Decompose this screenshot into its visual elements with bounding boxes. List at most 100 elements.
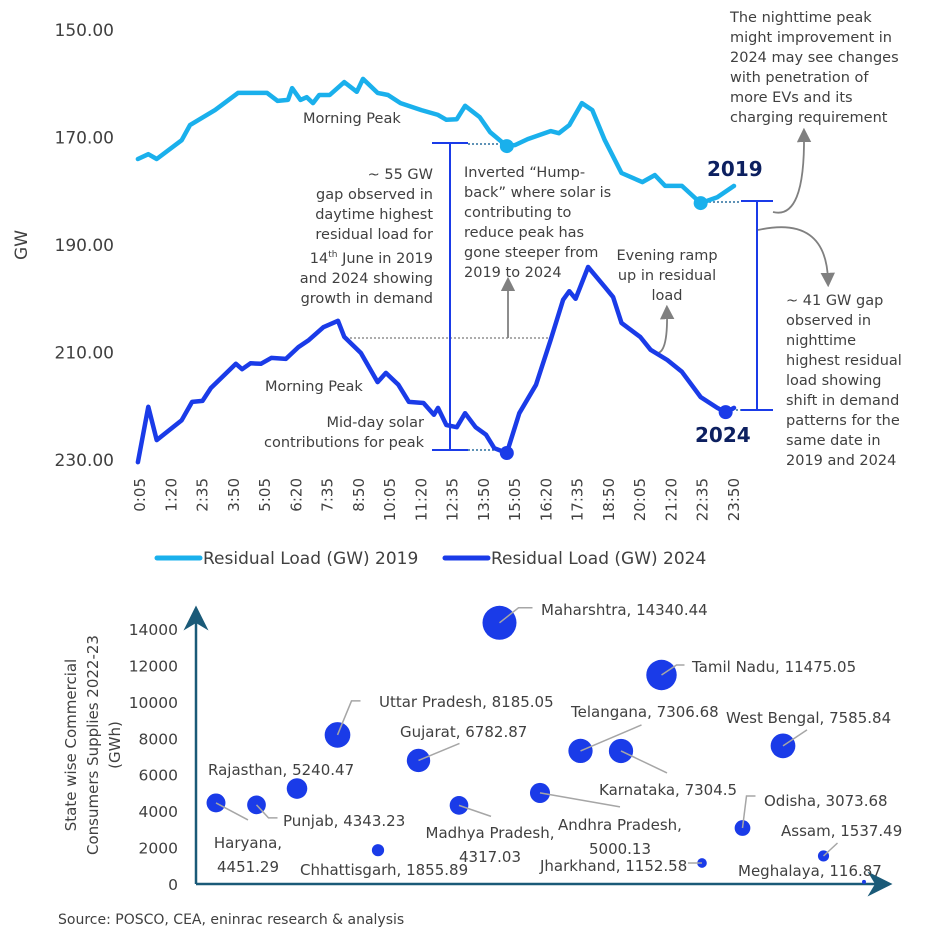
evening-ramp-line: up in residual — [617, 268, 717, 284]
gap-41-note: ~ 41 GW gap observed in nighttime highes… — [786, 291, 902, 471]
x-tick-label: 22:35 — [694, 478, 712, 521]
ev-note-line: with penetration of — [730, 70, 869, 86]
bubble-leader-line — [418, 742, 460, 762]
y-tick-label: 150.00 — [55, 21, 114, 41]
bubble-tamil-nadu — [646, 659, 677, 691]
bubble-leader-line — [741, 795, 756, 829]
x-tick-label: 21:20 — [662, 478, 680, 521]
y-tick-label: 190.00 — [55, 236, 114, 256]
x-tick-label: 16:20 — [537, 478, 555, 521]
humpback-line: back” where solar is — [464, 185, 612, 201]
gap-55-date-rest: June in 2019 — [337, 250, 433, 267]
series-marker — [499, 446, 514, 461]
gap-55-line: daytime highest — [315, 207, 433, 223]
bubble-rajasthan — [286, 778, 308, 799]
x-tick-label: 20:05 — [631, 478, 649, 521]
y-tick-label: 14000 — [129, 621, 178, 639]
bubble-leader-line — [336, 700, 361, 736]
gap-41-line: ~ 41 GW gap — [786, 293, 884, 309]
bubble-label: Karnataka, 7304.5 — [599, 781, 737, 799]
label-2024: 2024 — [695, 423, 751, 447]
bubble-label: 4451.29 — [217, 858, 279, 876]
x-tick-label: 23:50 — [725, 478, 743, 521]
y-tick-label: 170.00 — [55, 129, 114, 149]
evening-ramp-arrow — [654, 304, 675, 354]
y-tick-label: 2000 — [139, 840, 178, 858]
midday-solar-note: Mid-day solar contributions for peak — [264, 413, 424, 453]
bubble-label: Gujarat, 6782.87 — [400, 723, 527, 741]
morning-peak-2019-label: Morning Peak — [303, 111, 401, 127]
series-line-2024 — [135, 264, 737, 465]
bubble-label: Uttar Pradesh, 8185.05 — [379, 693, 554, 711]
gap-55-line: growth in demand — [300, 290, 433, 307]
series-line-2019 — [135, 76, 737, 206]
y-tick-label: 10000 — [129, 694, 178, 712]
humpback-line: Inverted “Hump- — [464, 165, 586, 181]
bubble-label: Haryana, — [214, 834, 282, 852]
gap-55-line: 14th June in 2019 — [300, 245, 433, 269]
bubble-label: Telangana, 7306.68 — [570, 703, 719, 721]
bubble-leader-line — [822, 842, 839, 857]
bubble-label: Chhattisgarh, 1855.89 — [300, 861, 468, 879]
gap-55-line: ~ 55 GW — [367, 167, 433, 183]
y-tick-label: 230.00 — [55, 451, 114, 471]
legend-label: Residual Load (GW) 2019 — [203, 549, 418, 569]
bubble-leader-line — [499, 607, 533, 624]
humpback-note: Inverted “Hump- back” where solar is con… — [464, 163, 611, 283]
y-tick-label: 6000 — [139, 767, 178, 785]
y-axis-label-line: State wise Commercial — [62, 659, 80, 831]
x-tick-label: 5:05 — [256, 478, 274, 512]
evening-ramp-line: load — [651, 288, 683, 304]
series-marker — [693, 196, 708, 211]
gap-55-line: and 2024 showing — [299, 270, 433, 287]
gap-55-date: 14 — [309, 250, 329, 267]
bubble-label: Odisha, 3073.68 — [764, 792, 888, 810]
y-tick-label: 0 — [168, 876, 178, 894]
gap-41-line: highest residual — [786, 353, 902, 369]
morning-peak-2024-label: Morning Peak — [265, 379, 363, 395]
gap-55-note: ~ 55 GW gap observed in daytime highest … — [300, 165, 433, 309]
series-marker — [718, 405, 733, 420]
bubble-leader-line — [620, 750, 668, 774]
humpback-line: reduce peak has — [464, 225, 585, 241]
gap-41-line: shift in demand — [786, 393, 900, 409]
x-tick-label: 17:35 — [569, 478, 587, 521]
y-tick-label: 210.00 — [55, 344, 114, 364]
bubble-leader-line — [458, 804, 492, 818]
bubble-label: Rajasthan, 5240.47 — [208, 761, 354, 779]
x-tick-label: 3:50 — [225, 478, 243, 512]
humpback-line: contributing to — [464, 205, 572, 221]
midday-solar-line: Mid-day solar — [326, 415, 424, 431]
x-tick-label: 13:50 — [475, 478, 493, 521]
bubble-leader-line — [782, 729, 808, 747]
y-tick-label: 4000 — [139, 803, 178, 821]
x-tick-label: 1:20 — [162, 478, 180, 512]
gap-41-line: nighttime — [786, 333, 857, 349]
ev-note-arrow — [772, 127, 812, 214]
bubble-leader-line — [215, 802, 249, 821]
gap-55-ordinal: th — [328, 250, 338, 260]
gap-41-line: 2019 and 2024 — [786, 453, 897, 469]
evening-ramp-note: Evening ramp up in residual load — [612, 246, 722, 306]
bubble-label: 4317.03 — [459, 848, 521, 866]
x-tick-label: 0:05 — [131, 478, 149, 512]
bubble-label: Meghalaya, 116.87 — [738, 862, 882, 880]
gap-41-line: same date in — [786, 433, 881, 449]
humpback-line: gone steeper from — [464, 245, 599, 261]
source-note: Source: POSCO, CEA, eninrac research & a… — [58, 912, 405, 928]
x-tick-label: 10:05 — [381, 478, 399, 521]
humpback-line: 2019 to 2024 — [464, 265, 562, 281]
gap-41-line: observed in — [786, 313, 872, 329]
x-tick-label: 15:05 — [506, 478, 524, 521]
x-tick-label: 6:20 — [287, 478, 305, 512]
bubble-label: Assam, 1537.49 — [781, 822, 902, 840]
series-marker — [499, 139, 514, 154]
x-tick-label: 7:35 — [319, 478, 337, 512]
bubble-label: Tamil Nadu, 11475.05 — [691, 658, 856, 676]
gap-41-arrow — [757, 226, 835, 288]
gap-41-line: load showing — [786, 373, 882, 389]
bubble-label: Madhya Pradesh, — [426, 824, 555, 842]
bubble-label: Jharkhand, 1152.58 — [539, 857, 687, 875]
bubble-chhattisgarh — [371, 844, 385, 857]
legend-label: Residual Load (GW) 2024 — [491, 549, 706, 569]
